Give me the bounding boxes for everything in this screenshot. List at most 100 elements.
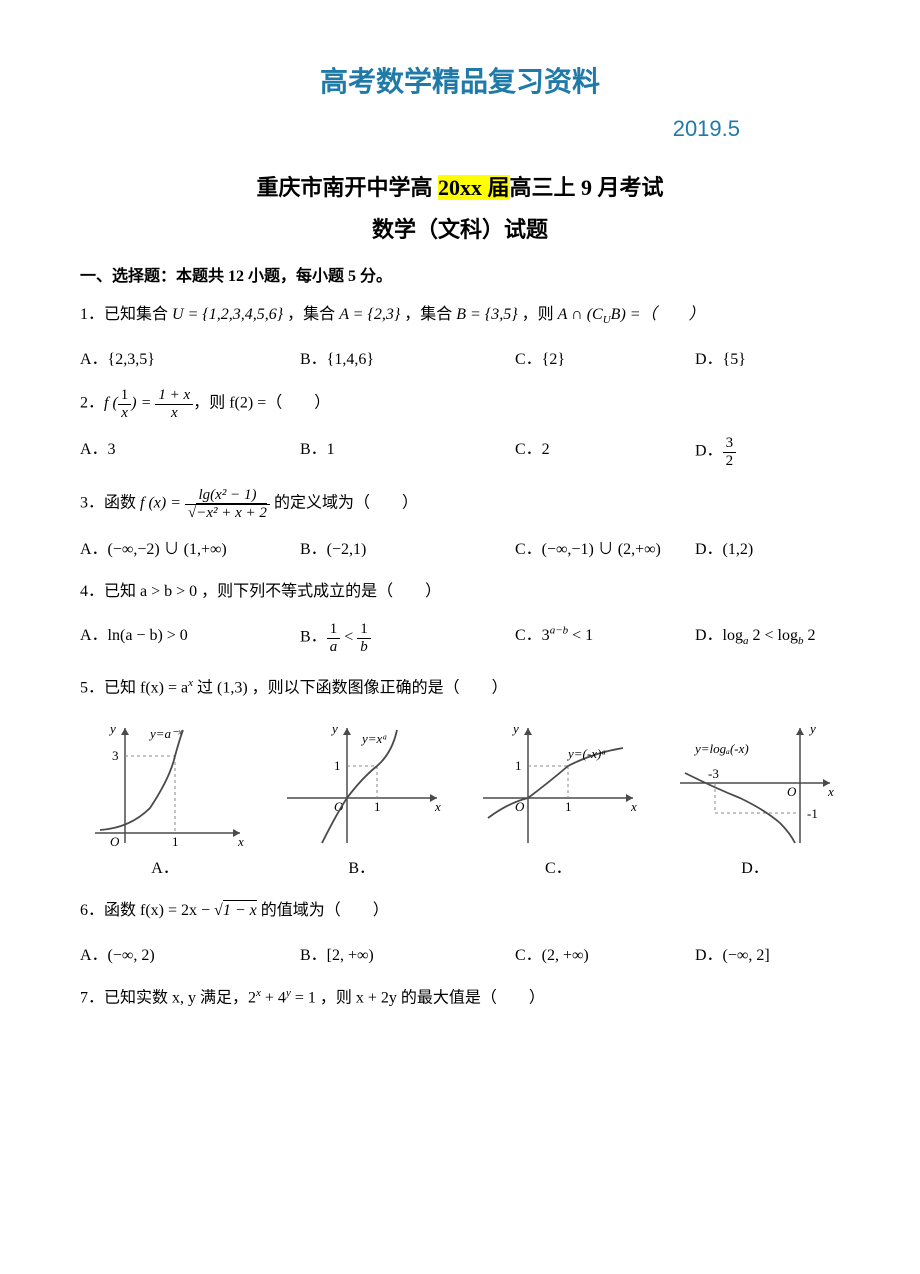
q6-stem: 6．函数 f(x) = 2x − √1 − x 的值域为（ ） — [80, 896, 840, 926]
svg-text:y=a⁻ˣ: y=a⁻ˣ — [148, 726, 182, 741]
q2-options: A．3 B．1 C．2 D．32 — [80, 435, 840, 469]
q3-opt-d: D．(1,2) — [695, 535, 840, 559]
svg-text:1: 1 — [334, 758, 341, 773]
q5-graph-a: y x O 3 1 y=a⁻ˣ — [80, 718, 250, 848]
svg-text:O: O — [787, 784, 797, 799]
svg-text:1: 1 — [172, 834, 179, 848]
doc-title: 重庆市南开中学高 20xx 届高三上 9 月考试 — [80, 170, 840, 202]
q1-opt-a: A．{2,3,5} — [80, 345, 300, 369]
svg-text:x: x — [827, 784, 834, 799]
q1-text4: ，则 — [518, 306, 558, 323]
q6-text: 6．函数 f(x) = 2x − — [80, 902, 214, 919]
q2-opt-b: B．1 — [300, 435, 515, 469]
q3-options: A．(−∞,−2) ∪ (1,+∞) B．(−2,1) C．(−∞,−1) ∪ … — [80, 535, 840, 559]
q2-fr-num: 1 + x — [155, 387, 193, 405]
q2-opt-c: C．2 — [515, 435, 695, 469]
svg-text:3: 3 — [112, 748, 119, 763]
q2-stem: 2．f (1x) = 1 + xx，则 f(2) =（ ） — [80, 387, 840, 421]
svg-text:1: 1 — [374, 799, 381, 814]
q1-sub: U — [603, 314, 611, 326]
q3-opt-a: A．(−∞,−2) ∪ (1,+∞) — [80, 535, 300, 559]
q1-expr2: B) =（ ） — [611, 306, 705, 323]
title-suffix: 高三上 9 月考试 — [510, 175, 664, 200]
q2-opt-d: D．32 — [695, 435, 840, 469]
q1-text: 1．已知集合 — [80, 306, 172, 323]
q1-set-u: U = {1,2,3,4,5,6} — [172, 306, 283, 323]
svg-text:x: x — [237, 834, 244, 848]
q2-d-label: D． — [695, 443, 723, 460]
q2-fn: f ( — [104, 395, 118, 412]
q4-d-tail: 2 — [803, 627, 815, 644]
q1-text3: ，集合 — [400, 306, 456, 323]
q3-opt-c: C．(−∞,−1) ∪ (2,+∞) — [515, 535, 695, 559]
q4-opt-a: A．ln(a − b) > 0 — [80, 621, 300, 655]
q4-d-label: D．log — [695, 627, 743, 644]
q7-text: 7．已知实数 x, y 满足，2 — [80, 989, 256, 1006]
q3-frac: lg(x² − 1)√−x² + x + 2 — [185, 487, 270, 521]
q5-graph-c: y x O 1 1 y=(-x)ᵃ — [473, 718, 643, 848]
q3-stem: 3．函数 f (x) = lg(x² − 1)√−x² + x + 2 的定义域… — [80, 487, 840, 521]
title-prefix: 重庆市南开中学高 — [256, 175, 438, 200]
q4-opt-b: B．1a < 1b — [300, 621, 515, 655]
title-highlight: 20xx 届 — [438, 175, 510, 200]
q4-b-frac-l: 1a — [327, 621, 341, 655]
q7-mid: + 4 — [261, 989, 286, 1006]
q2-d-frac: 32 — [723, 435, 737, 469]
q6-options: A．(−∞, 2) B．[2, +∞) C．(2, +∞) D．(−∞, 2] — [80, 941, 840, 965]
q5-label-a: A． — [80, 854, 250, 878]
svg-text:y=logₐ(-x): y=logₐ(-x) — [693, 741, 749, 756]
q4-bl-den: a — [327, 639, 341, 656]
q5-label-c: C． — [473, 854, 643, 878]
q6-tail: 的值域为（ ） — [257, 902, 389, 919]
q4-c-sup: a−b — [550, 625, 568, 637]
q3-den-inner: −x² + x + 2 — [196, 503, 267, 521]
q2-d-num: 3 — [723, 435, 737, 453]
q4-c-label: C．3 — [515, 627, 550, 644]
svg-text:y: y — [808, 721, 816, 736]
q1-set-a: A = {2,3} — [339, 306, 400, 323]
q6-opt-b: B．[2, +∞) — [300, 941, 515, 965]
q3-tail: 的定义域为（ ） — [270, 495, 418, 512]
q2-frac-right: 1 + xx — [155, 387, 193, 421]
q3-text: 3．函数 — [80, 495, 140, 512]
q1-opt-b: B．{1,4,6} — [300, 345, 515, 369]
q2-d-den: 2 — [723, 453, 737, 470]
svg-text:x: x — [434, 799, 441, 814]
svg-text:y: y — [108, 721, 116, 736]
main-banner: 高考数学精品复习资料 — [80, 60, 840, 100]
q6-opt-c: C．(2, +∞) — [515, 941, 695, 965]
q1-stem: 1．已知集合 U = {1,2,3,4,5,6} ，集合 A = {2,3} ，… — [80, 300, 840, 331]
section-heading: 一、选择题：本题共 12 小题，每小题 5 分。 — [80, 262, 840, 286]
q5-label-b: B． — [277, 854, 447, 878]
q2-eq: ) = — [131, 395, 155, 412]
doc-subtitle: 数学（文科）试题 — [80, 212, 840, 244]
q2-frac-left: 1x — [118, 387, 132, 421]
svg-text:-3: -3 — [708, 766, 719, 781]
q4-bl-num: 1 — [327, 621, 341, 639]
q1-opt-d: D．{5} — [695, 345, 840, 369]
q1-expr: A ∩ (C — [558, 306, 603, 323]
q1-opt-c: C．{2} — [515, 345, 695, 369]
q4-opt-c: C．3a−b < 1 — [515, 621, 695, 655]
q7-stem: 7．已知实数 x, y 满足，2x + 4y = 1 ，则 x + 2y 的最大… — [80, 983, 840, 1014]
svg-text:y=xᵃ: y=xᵃ — [360, 731, 388, 746]
q4-br-num: 1 — [357, 621, 371, 639]
q4-stem: 4．已知 a > b > 0 ，则下列不等式成立的是（ ） — [80, 577, 840, 607]
q2-opt-a: A．3 — [80, 435, 300, 469]
q4-b-label: B． — [300, 629, 327, 646]
q5-graph-d: y x O -3 -1 y=logₐ(-x) — [670, 718, 840, 848]
q6-opt-d: D．(−∞, 2] — [695, 941, 840, 965]
q1-options: A．{2,3,5} B．{1,4,6} C．{2} D．{5} — [80, 345, 840, 369]
date-line: 2019.5 — [80, 116, 840, 142]
q7-tail: = 1 ，则 x + 2y 的最大值是（ ） — [291, 989, 545, 1006]
q2-fl-num: 1 — [118, 387, 132, 405]
q6-opt-a: A．(−∞, 2) — [80, 941, 300, 965]
svg-text:x: x — [630, 799, 637, 814]
q5-graph-labels: A． B． C． D． — [80, 854, 840, 878]
q5-tail: 过 (1,3) ，则以下函数图像正确的是（ ） — [193, 680, 508, 697]
svg-text:O: O — [110, 834, 120, 848]
q2-fr-den: x — [155, 405, 193, 422]
svg-text:1: 1 — [515, 758, 522, 773]
svg-text:-1: -1 — [807, 806, 818, 821]
q3-num: lg(x² − 1) — [185, 487, 270, 505]
